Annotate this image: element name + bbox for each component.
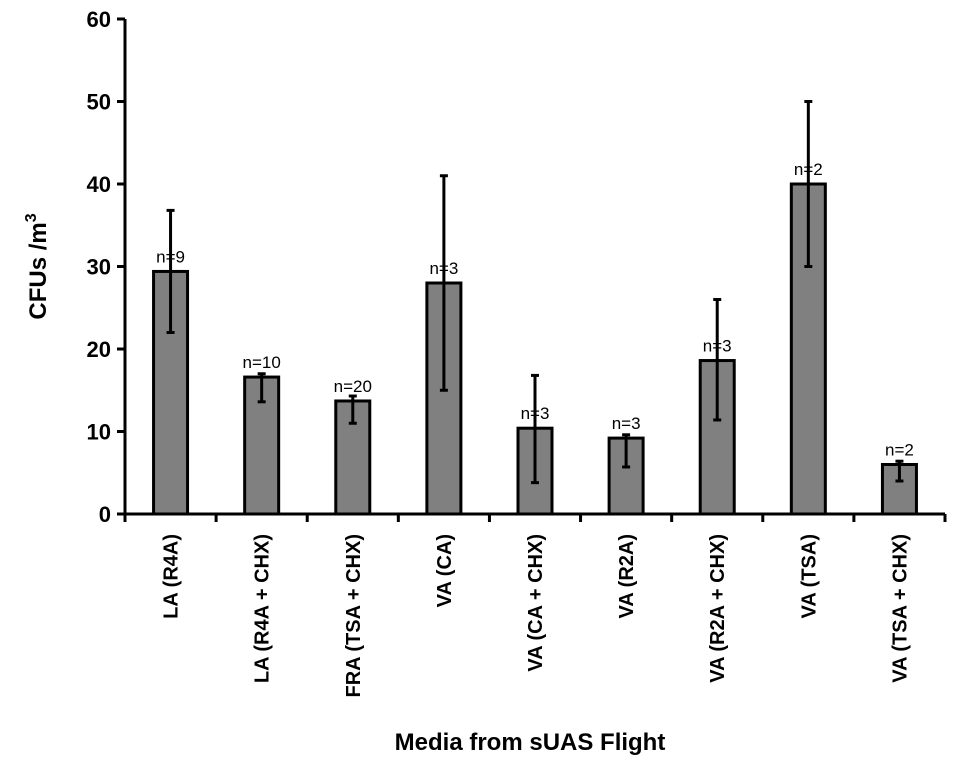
n-label: n=10 (243, 353, 281, 372)
x-category-label: FRA (TSA + CHX) (343, 534, 365, 698)
y-axis-title: CFUs /m3 (23, 213, 52, 319)
x-category-label: VA (CA + CHX) (525, 534, 547, 672)
x-category-label: LA (R4A + CHX) (252, 534, 274, 683)
error-bar (895, 459, 904, 483)
y-tick-label: 50 (87, 90, 111, 115)
y-tick-label: 0 (99, 502, 111, 527)
bar (789, 182, 827, 516)
y-tick-label: 40 (87, 172, 111, 197)
error-bar (348, 394, 357, 425)
error-bar (622, 433, 631, 469)
error-bars (166, 100, 904, 485)
x-category-label: LA (R4A) (161, 534, 183, 619)
error-bar (713, 298, 722, 422)
error-bar (531, 373, 539, 485)
y-axis-title-main: CFUs /m (25, 222, 52, 319)
y-axis-title-superscript: 3 (23, 213, 40, 222)
n-label: n=20 (334, 377, 372, 396)
y-tick-label: 10 (87, 420, 111, 445)
y-tick-label: 30 (87, 255, 111, 280)
x-category-label: VA (R2A) (616, 534, 638, 618)
n-label: n=9 (156, 247, 185, 266)
error-bar (257, 372, 266, 404)
error-bar (166, 208, 175, 334)
n-label: n=3 (703, 337, 732, 356)
x-category-label: VA (TSA) (798, 534, 820, 618)
n-label: n=3 (612, 414, 641, 433)
n-label: n=3 (429, 259, 458, 278)
x-category-label: VA (CA) (434, 534, 456, 607)
x-axis-category-labels: LA (R4A) LA (R4A + CHX) FRA (TSA + CHX) VA … (123, 514, 947, 698)
y-axis-ticks: 0 10 20 30 40 50 60 (87, 7, 125, 527)
x-category-label: VA (TSA + CHX) (889, 534, 911, 683)
n-labels: n=9 n=10 n=20 n=3 n=3 n=3 n=3 n=2 n=2 (156, 160, 914, 460)
x-category-label: VA (R2A + CHX) (707, 534, 729, 683)
n-label: n=2 (885, 441, 914, 460)
n-label: n=3 (521, 404, 550, 423)
error-bar (804, 100, 813, 268)
y-tick-label: 20 (87, 337, 111, 362)
y-tick-label: 60 (87, 7, 111, 32)
n-label: n=2 (794, 160, 823, 179)
x-axis-title: Media from sUAS Flight (395, 729, 666, 756)
error-bar (439, 174, 448, 392)
